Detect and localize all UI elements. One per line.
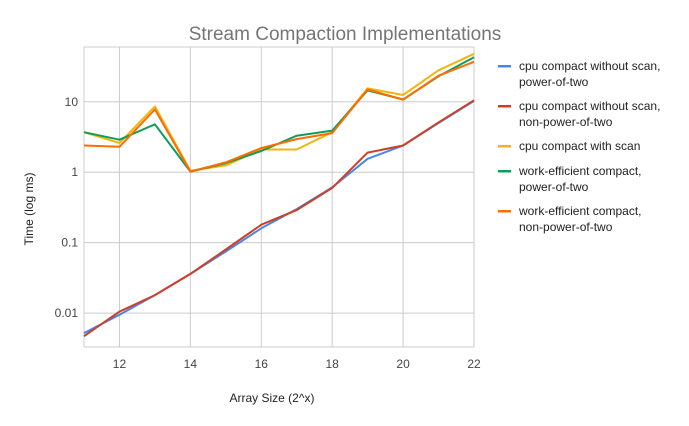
y-axis-label: Time (log ms) [22, 173, 36, 246]
legend-swatch [498, 145, 511, 148]
legend-swatch [498, 65, 511, 68]
y-tick-label: 10 [65, 95, 79, 109]
y-tick-label: 0.1 [61, 236, 78, 250]
legend-entry: cpu compact without scan, power-of-two [519, 59, 660, 89]
y-axis-ticks: 0.01 0.1 1 10 [55, 95, 79, 320]
x-tick-label: 22 [467, 357, 481, 371]
y-tick-label: 0.01 [55, 306, 79, 320]
legend-swatch [498, 170, 511, 173]
legend-swatch [498, 105, 511, 108]
x-tick-label: 12 [113, 357, 127, 371]
series-line [83, 60, 475, 173]
series-line [83, 99, 475, 338]
legend-swatch [498, 210, 511, 213]
legend: cpu compact without scan, power-of-two cpu… [498, 59, 660, 234]
legend-entry: cpu compact with scan [519, 139, 640, 153]
legend-entry: work-efficient compact, non-power-of-two [518, 204, 642, 234]
grid-lines [83, 46, 475, 348]
x-axis-label: Array Size (2^x) [230, 391, 315, 405]
x-tick-label: 14 [184, 357, 198, 371]
x-tick-label: 20 [396, 357, 410, 371]
chart-title: Stream Compaction Implementations [189, 24, 502, 45]
y-tick-label: 1 [71, 165, 78, 179]
legend-entry: cpu compact without scan, non-power-of-tw… [519, 99, 660, 129]
x-tick-label: 16 [255, 357, 269, 371]
series-line [83, 56, 475, 173]
x-tick-label: 18 [326, 357, 340, 371]
series-line [83, 52, 475, 172]
series-lines [83, 52, 475, 338]
legend-entry: work-efficient compact, power-of-two [518, 164, 642, 194]
x-axis-ticks: 12 14 16 18 20 22 [113, 357, 481, 371]
